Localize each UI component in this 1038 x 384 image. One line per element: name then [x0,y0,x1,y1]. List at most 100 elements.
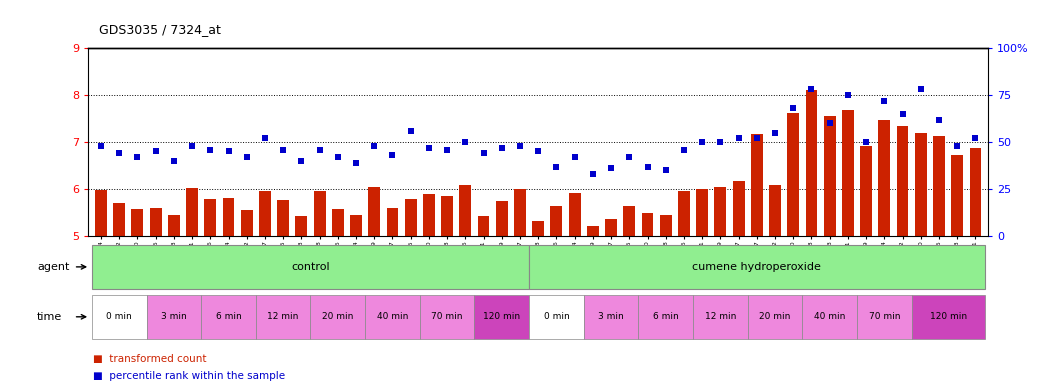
Point [584,171,601,177]
Bar [747,295,802,339]
Bar [201,295,255,339]
Bar [260,191,271,236]
Bar [788,113,799,236]
Text: 70 min: 70 min [869,312,900,321]
Bar [824,116,836,236]
Bar [911,295,984,339]
Bar [696,189,708,236]
Point [676,147,692,153]
Point [639,164,656,170]
Bar [550,205,563,236]
Bar [914,133,927,236]
Point [293,158,309,164]
Bar [897,126,908,236]
Point [912,86,929,93]
Point [165,158,182,164]
Bar [951,155,963,236]
Point [748,135,765,141]
Text: control: control [292,262,330,272]
Bar [92,295,146,339]
Bar [693,295,747,339]
Bar [419,295,474,339]
Bar [660,215,672,236]
Point [239,154,255,160]
Bar [529,245,984,289]
Point [420,145,437,151]
Point [403,128,419,134]
Point [348,160,364,166]
Bar [422,194,435,236]
Text: 6 min: 6 min [216,312,242,321]
Bar [405,199,416,236]
Point [147,149,164,155]
Text: 70 min: 70 min [432,312,463,321]
Bar [460,185,471,236]
Bar [586,226,599,236]
Point [220,149,237,155]
Bar [857,295,911,339]
Bar [750,134,763,236]
Point [548,164,565,170]
Point [529,149,546,155]
Bar [802,295,857,339]
Bar [529,295,583,339]
Bar [368,187,380,236]
Bar [878,119,891,236]
Bar [569,193,580,236]
Bar [186,188,198,236]
Point [567,154,583,160]
Bar [92,245,529,289]
Point [366,143,383,149]
Point [512,143,528,149]
Bar [842,110,854,236]
Point [803,86,820,93]
Bar [332,209,344,236]
Text: 3 min: 3 min [598,312,624,321]
Bar [241,210,252,236]
Text: 20 min: 20 min [760,312,791,321]
Point [931,116,948,122]
Point [857,139,874,145]
Bar [714,187,727,236]
Point [111,150,128,156]
Bar [277,200,289,236]
Bar [477,217,490,236]
Point [384,152,401,158]
Point [821,120,838,126]
Text: 40 min: 40 min [377,312,408,321]
Bar [605,219,617,236]
Bar [95,190,107,236]
Bar [474,295,529,339]
Bar [204,199,216,236]
Text: cumene hydroperoxide: cumene hydroperoxide [692,262,821,272]
Text: ■  percentile rank within the sample: ■ percentile rank within the sample [93,371,285,381]
Point [967,135,984,141]
Bar [168,215,180,236]
Bar [641,213,654,236]
Point [657,167,674,174]
Text: 0 min: 0 min [106,312,132,321]
Point [876,98,893,104]
Point [840,92,856,98]
Point [493,145,510,151]
Bar [638,295,693,339]
Bar [350,215,362,236]
Text: agent: agent [37,262,70,272]
Bar [933,136,945,236]
Bar [386,209,399,236]
Bar [296,216,307,236]
Point [767,130,784,136]
Text: GDS3035 / 7324_at: GDS3035 / 7324_at [99,23,220,36]
Bar [132,209,143,236]
Text: 0 min: 0 min [544,312,569,321]
Text: 120 min: 120 min [930,312,966,321]
Bar [514,189,526,236]
Bar [149,208,162,236]
Bar [805,90,817,236]
Text: 6 min: 6 min [653,312,679,321]
Point [895,111,911,117]
Point [129,154,145,160]
Point [621,154,637,160]
Bar [113,203,126,236]
Bar [313,192,326,236]
